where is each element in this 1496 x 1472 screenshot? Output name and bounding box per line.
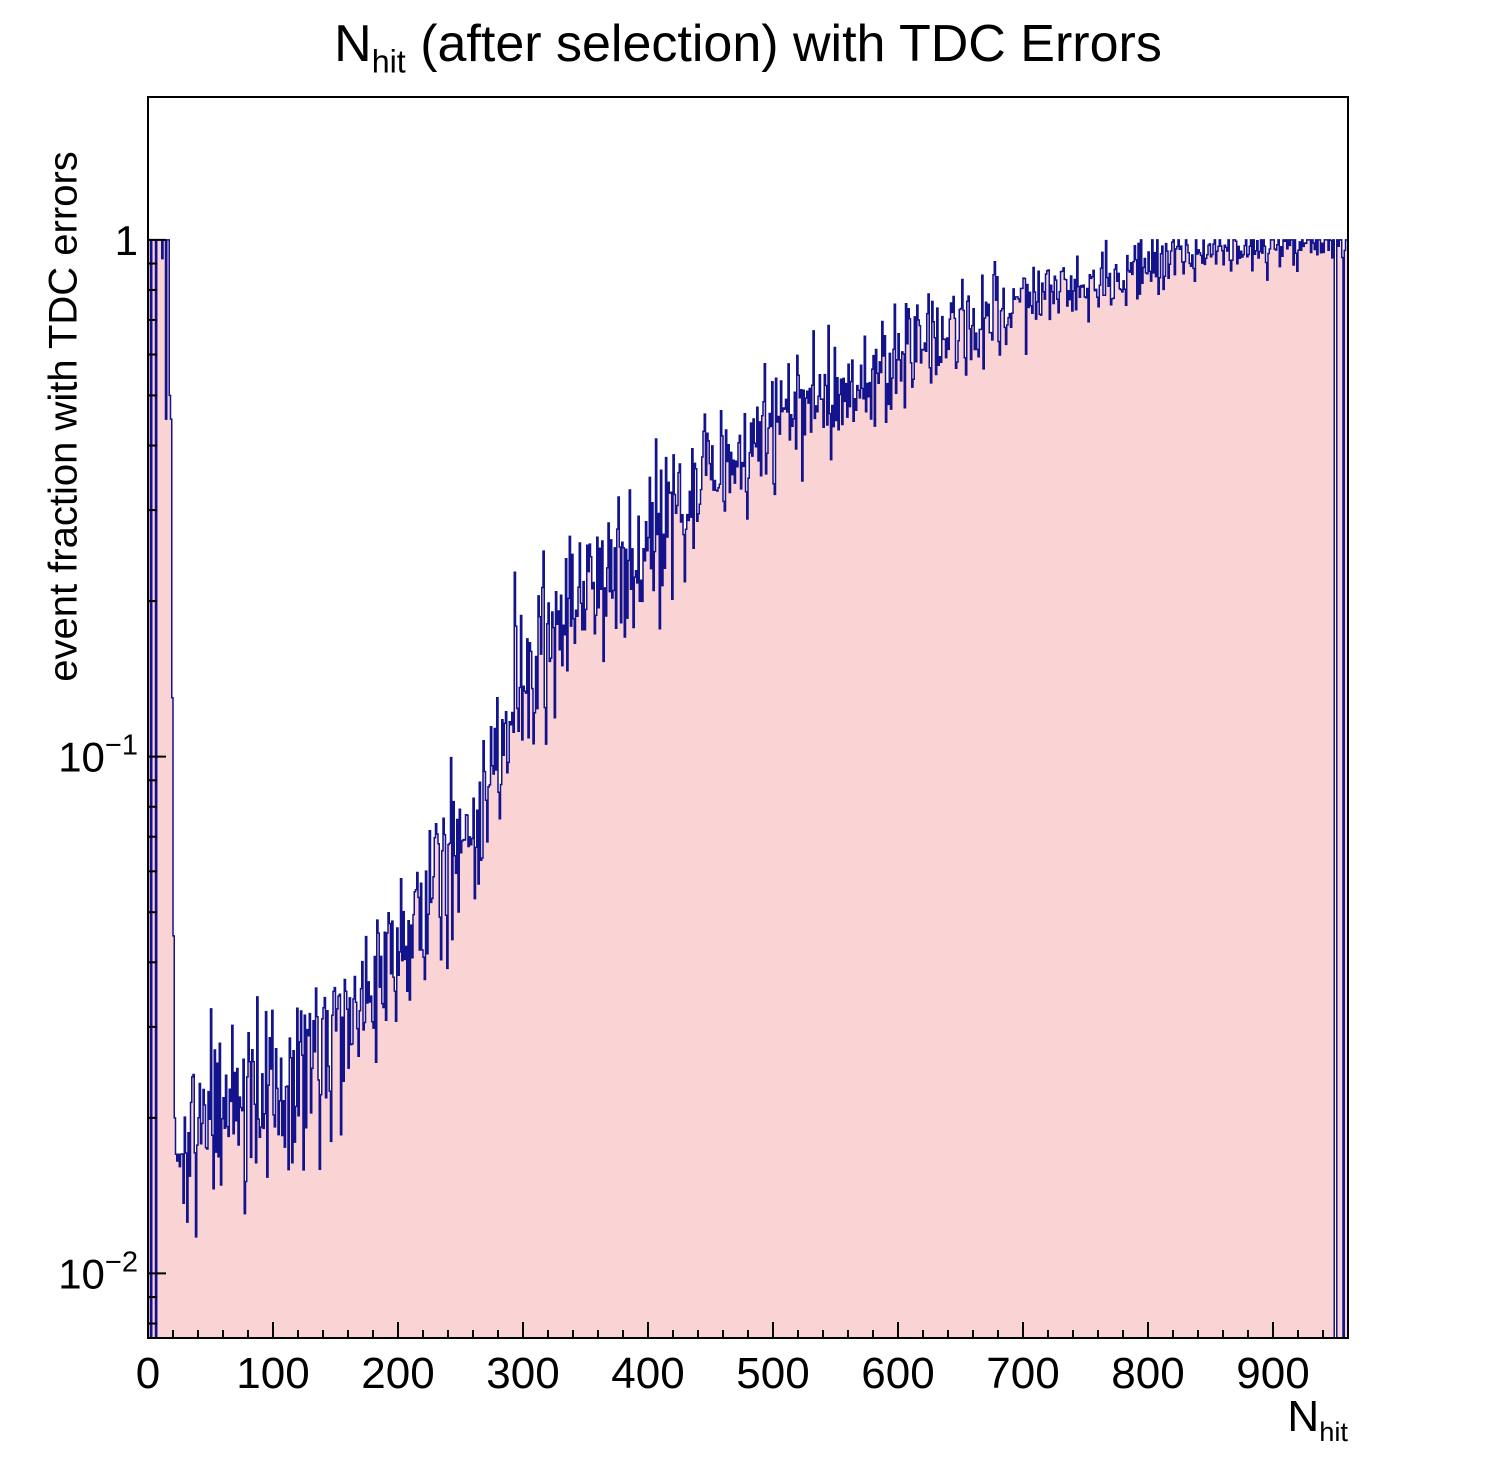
x-tick-label: 200 bbox=[361, 1349, 434, 1398]
x-tick-label: 700 bbox=[986, 1349, 1059, 1398]
y-tick-label: 1 bbox=[115, 217, 138, 264]
x-axis-title-prefix: N bbox=[1287, 1392, 1320, 1441]
x-tick-label: 500 bbox=[736, 1349, 809, 1398]
chart-title-prefix: N bbox=[334, 15, 372, 73]
x-tick-label: 100 bbox=[236, 1349, 309, 1398]
y-axis-title: event fraction with TDC errors bbox=[41, 151, 86, 682]
x-tick-label: 800 bbox=[1111, 1349, 1184, 1398]
y-axis-ticks bbox=[148, 238, 166, 1325]
x-tick-label: 400 bbox=[611, 1349, 684, 1398]
x-axis-ticks bbox=[147, 1322, 1324, 1338]
x-axis-title-subscript: hit bbox=[1319, 1415, 1348, 1447]
chart-title-rest: (after selection) with TDC Errors bbox=[405, 15, 1162, 73]
x-tick-label: 600 bbox=[861, 1349, 934, 1398]
x-tick-label: 300 bbox=[486, 1349, 559, 1398]
y-tick-label: 10−1 bbox=[58, 730, 138, 781]
chart-title-subscript: hit bbox=[371, 43, 406, 80]
histogram-fill bbox=[148, 239, 1348, 1338]
x-tick-label: 900 bbox=[1236, 1349, 1309, 1398]
y-tick-label: 10−2 bbox=[58, 1246, 138, 1297]
x-axis-title: Nhit bbox=[1287, 1392, 1348, 1448]
x-tick-label: 0 bbox=[136, 1349, 160, 1398]
histogram-outline bbox=[147, 239, 1349, 1339]
chart-title: Nhit (after selection) with TDC Errors bbox=[0, 14, 1496, 80]
